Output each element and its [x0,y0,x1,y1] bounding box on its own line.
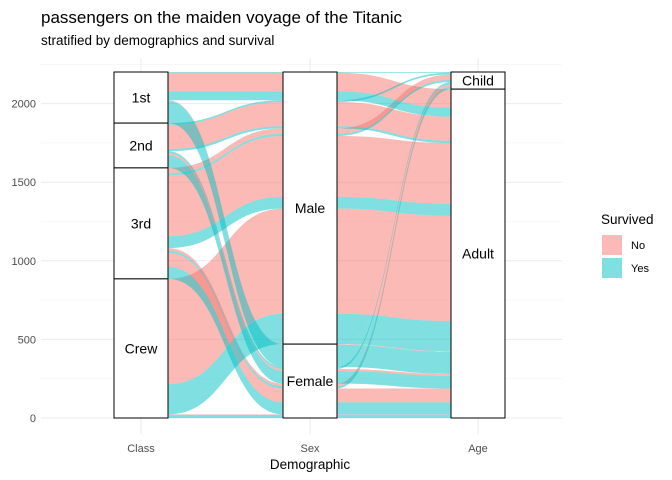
y-tick-label: 1000 [12,256,36,268]
flow-band-yes [337,86,451,389]
flow-band-yes [337,414,451,418]
flow-band-yes [337,82,451,345]
y-tick-label: 2000 [12,99,36,111]
flow-band-no [168,135,283,237]
flow-band-yes [168,155,283,384]
flow-band-yes [337,82,451,369]
chart-subtitle: stratified by demographics and survival [41,33,274,48]
flow-band-yes [168,133,283,176]
flow-band-yes [337,91,451,117]
flow-band-yes [168,414,283,418]
flow-band-no [168,128,283,174]
flow-band-no [337,344,451,352]
flow-band-yes [337,72,451,73]
stratum-label-male: Male [295,200,326,216]
flow-band-no [337,135,451,204]
flow-band-no [337,388,451,403]
flow-band-yes [168,72,283,73]
stratum-label-2nd: 2nd [129,137,152,153]
flow-band-no [337,208,451,322]
x-axis: Class Sex Age [127,443,488,455]
flow-band-no [337,72,451,108]
flow-band-no [168,72,283,92]
flow-band-yes [168,101,283,367]
y-tick-label: 1500 [12,177,36,189]
legend-key-yes [602,258,622,278]
stratum-label-3rd: 3rd [131,215,151,231]
flow-band-yes [168,91,283,101]
stratum-label-1st: 1st [132,90,151,106]
legend-key-no [602,235,622,255]
stratum-box-female [282,343,338,419]
strata: 1st 2nd 3rd Crew Male Female Child Adult [113,71,506,419]
flows [168,72,451,418]
flow-band-no [168,208,283,385]
flow-band-yes [168,250,283,389]
y-tick-label: 500 [18,334,36,346]
flow-band-yes [337,196,451,216]
x-axis-title: Demographic [270,457,351,472]
flow-band-yes [168,196,283,249]
x-tick-label: Age [468,443,488,455]
flow-band-yes [337,370,451,389]
flow-band-no [168,153,283,371]
stratum-label-crew: Crew [125,340,159,356]
chart-title: passengers on the maiden voyage of the T… [41,8,403,27]
flow-band-yes [168,100,283,125]
y-axis: 0 500 1000 1500 2000 [12,99,36,425]
stratum-label-child: Child [462,73,494,89]
stratum-box-male [282,71,338,345]
x-tick-label: Sex [301,443,320,455]
stratum-box-2nd [113,122,169,169]
flow-band-no [337,368,451,376]
flow-band-yes [337,344,451,374]
stratum-box-1st [113,71,169,124]
flow-band-yes [168,266,283,415]
stratum-label-adult: Adult [462,246,494,262]
flow-band-yes [337,126,451,144]
x-tick-label: Class [127,443,155,455]
flow-band-yes [168,151,283,369]
flow-band-yes [337,72,451,103]
legend-label-no: No [631,240,645,252]
legend-label-yes: Yes [631,263,649,275]
y-tick-label: 0 [30,413,36,425]
stratum-box-3rd [113,167,169,280]
flow-band-no [337,102,451,141]
stratum-box-adult [450,88,506,419]
flow-band-yes [337,402,451,415]
flow-band-yes [337,313,451,352]
legend-title: Survived [601,212,654,227]
flow-band-yes [168,126,283,152]
flow-band-no [168,252,283,403]
legend: Survived No Yes [601,212,654,278]
stratum-box-crew [113,278,169,419]
stratum-label-female: Female [287,373,334,389]
